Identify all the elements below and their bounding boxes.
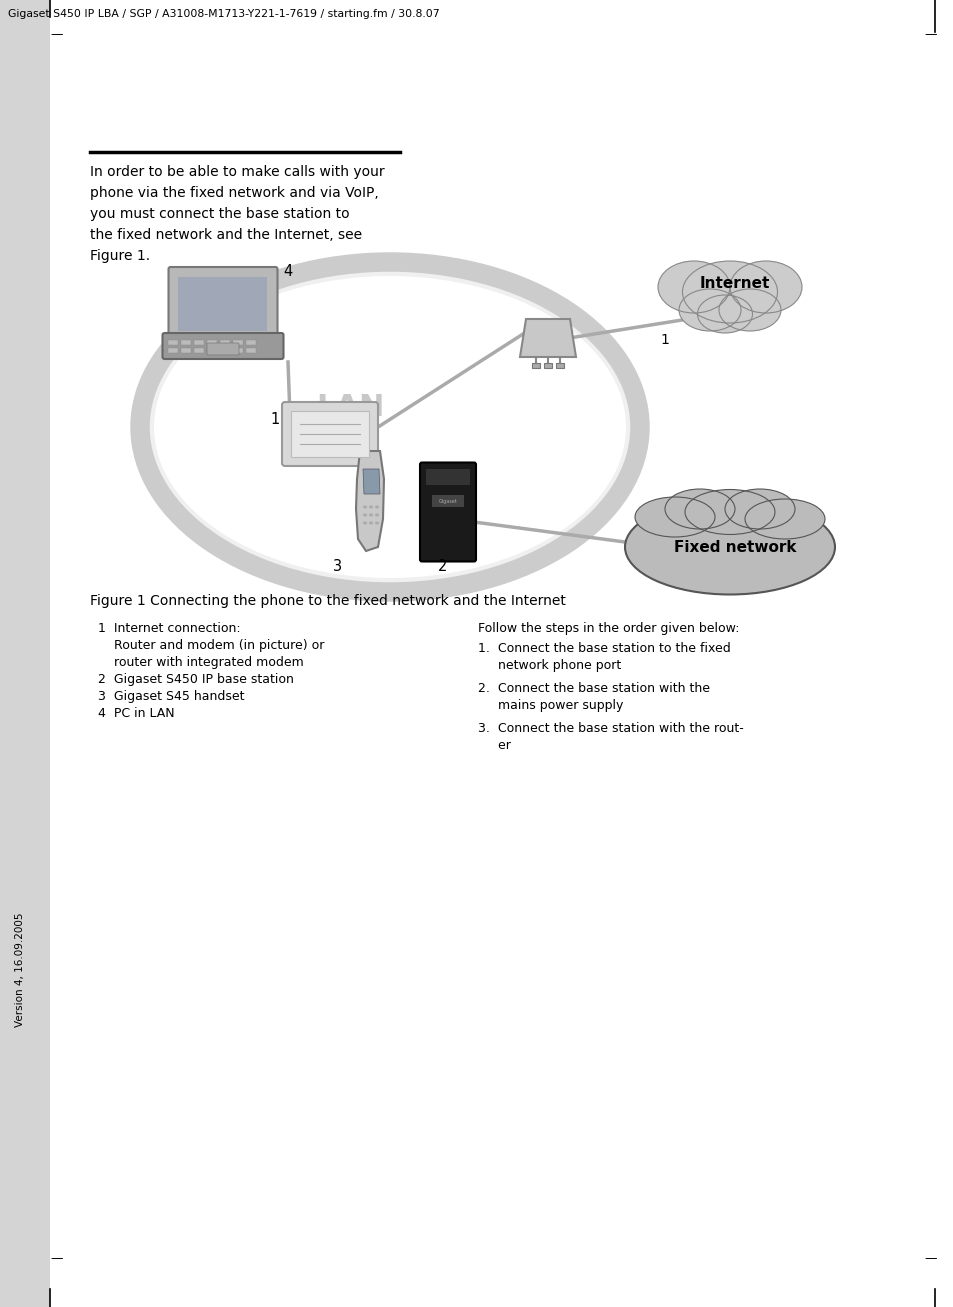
Text: 2.  Connect the base station with the: 2. Connect the base station with the bbox=[477, 682, 709, 695]
FancyBboxPatch shape bbox=[532, 363, 539, 369]
FancyBboxPatch shape bbox=[556, 363, 563, 369]
Ellipse shape bbox=[140, 261, 639, 592]
Text: 3: 3 bbox=[334, 559, 342, 574]
Text: Internet: Internet bbox=[700, 277, 769, 291]
Text: Version 4, 16.09.2005: Version 4, 16.09.2005 bbox=[15, 912, 25, 1027]
Ellipse shape bbox=[375, 514, 378, 516]
FancyBboxPatch shape bbox=[543, 363, 552, 369]
FancyBboxPatch shape bbox=[220, 340, 231, 345]
Ellipse shape bbox=[658, 261, 729, 312]
Ellipse shape bbox=[635, 497, 714, 537]
Text: 1.  Connect the base station to the fixed: 1. Connect the base station to the fixed bbox=[477, 642, 730, 655]
Text: you must connect the base station to: you must connect the base station to bbox=[90, 207, 349, 221]
Text: Gigaset S450 IP LBA / SGP / A31008-M1713-Y221-1-7619 / starting.fm / 30.8.07: Gigaset S450 IP LBA / SGP / A31008-M1713… bbox=[8, 9, 439, 20]
Text: network phone port: network phone port bbox=[477, 659, 620, 672]
Text: Router and modem (in picture) or: Router and modem (in picture) or bbox=[98, 639, 324, 652]
Text: 1: 1 bbox=[659, 333, 669, 346]
Ellipse shape bbox=[153, 276, 625, 578]
Text: —: — bbox=[923, 27, 936, 41]
Ellipse shape bbox=[369, 506, 373, 508]
Text: the fixed network and the Internet, see: the fixed network and the Internet, see bbox=[90, 227, 362, 242]
Ellipse shape bbox=[369, 521, 373, 524]
FancyBboxPatch shape bbox=[208, 340, 217, 345]
FancyBboxPatch shape bbox=[181, 340, 192, 345]
Text: Figure 1.: Figure 1. bbox=[90, 250, 150, 263]
Ellipse shape bbox=[724, 489, 794, 529]
FancyBboxPatch shape bbox=[220, 348, 231, 353]
Ellipse shape bbox=[697, 295, 752, 333]
FancyBboxPatch shape bbox=[426, 468, 470, 485]
Ellipse shape bbox=[664, 489, 734, 529]
FancyBboxPatch shape bbox=[208, 348, 217, 353]
FancyBboxPatch shape bbox=[233, 348, 243, 353]
Ellipse shape bbox=[363, 521, 367, 524]
Ellipse shape bbox=[684, 490, 774, 535]
Ellipse shape bbox=[719, 289, 781, 331]
Polygon shape bbox=[355, 451, 384, 552]
Text: 2: 2 bbox=[437, 559, 447, 574]
Text: Gigaset: Gigaset bbox=[438, 498, 456, 503]
Ellipse shape bbox=[375, 506, 378, 508]
Ellipse shape bbox=[369, 514, 373, 516]
Text: Figure 1 Connecting the phone to the fixed network and the Internet: Figure 1 Connecting the phone to the fix… bbox=[90, 593, 565, 608]
Text: 3  Gigaset S45 handset: 3 Gigaset S45 handset bbox=[98, 690, 244, 703]
Text: phone via the fixed network and via VoIP,: phone via the fixed network and via VoIP… bbox=[90, 186, 378, 200]
Text: mains power supply: mains power supply bbox=[477, 699, 622, 712]
FancyBboxPatch shape bbox=[178, 277, 267, 331]
FancyBboxPatch shape bbox=[162, 333, 283, 359]
FancyBboxPatch shape bbox=[169, 340, 178, 345]
Polygon shape bbox=[519, 319, 576, 357]
Polygon shape bbox=[363, 469, 379, 494]
Text: 2  Gigaset S450 IP base station: 2 Gigaset S450 IP base station bbox=[98, 673, 294, 686]
Text: er: er bbox=[477, 738, 511, 752]
FancyBboxPatch shape bbox=[282, 403, 377, 467]
FancyBboxPatch shape bbox=[246, 348, 256, 353]
FancyBboxPatch shape bbox=[291, 410, 369, 457]
Text: 1: 1 bbox=[270, 412, 279, 426]
Ellipse shape bbox=[363, 514, 367, 516]
Ellipse shape bbox=[375, 521, 378, 524]
Text: In order to be able to make calls with your: In order to be able to make calls with y… bbox=[90, 165, 384, 179]
Text: 3.  Connect the base station with the rout-: 3. Connect the base station with the rou… bbox=[477, 721, 743, 735]
Ellipse shape bbox=[679, 289, 740, 331]
Text: Follow the steps in the order given below:: Follow the steps in the order given belo… bbox=[477, 622, 739, 635]
Ellipse shape bbox=[363, 506, 367, 508]
Text: 4  PC in LAN: 4 PC in LAN bbox=[98, 707, 174, 720]
FancyBboxPatch shape bbox=[194, 348, 204, 353]
Text: Fixed network: Fixed network bbox=[673, 540, 796, 554]
FancyBboxPatch shape bbox=[233, 340, 243, 345]
FancyBboxPatch shape bbox=[194, 340, 204, 345]
FancyBboxPatch shape bbox=[181, 348, 192, 353]
FancyBboxPatch shape bbox=[432, 495, 463, 507]
FancyBboxPatch shape bbox=[207, 342, 239, 356]
FancyBboxPatch shape bbox=[246, 340, 256, 345]
Text: router with integrated modem: router with integrated modem bbox=[98, 656, 303, 669]
Text: —: — bbox=[923, 1252, 936, 1265]
FancyBboxPatch shape bbox=[169, 267, 277, 341]
Text: 4: 4 bbox=[283, 264, 293, 280]
Ellipse shape bbox=[624, 499, 834, 595]
Ellipse shape bbox=[744, 499, 824, 538]
Ellipse shape bbox=[681, 261, 777, 323]
FancyBboxPatch shape bbox=[169, 348, 178, 353]
Text: 1  Internet connection:: 1 Internet connection: bbox=[98, 622, 240, 635]
Text: —: — bbox=[50, 27, 63, 41]
Text: —: — bbox=[50, 1252, 63, 1265]
Text: LAN: LAN bbox=[315, 392, 384, 421]
Ellipse shape bbox=[729, 261, 801, 312]
FancyBboxPatch shape bbox=[419, 463, 476, 562]
FancyBboxPatch shape bbox=[0, 0, 50, 1307]
